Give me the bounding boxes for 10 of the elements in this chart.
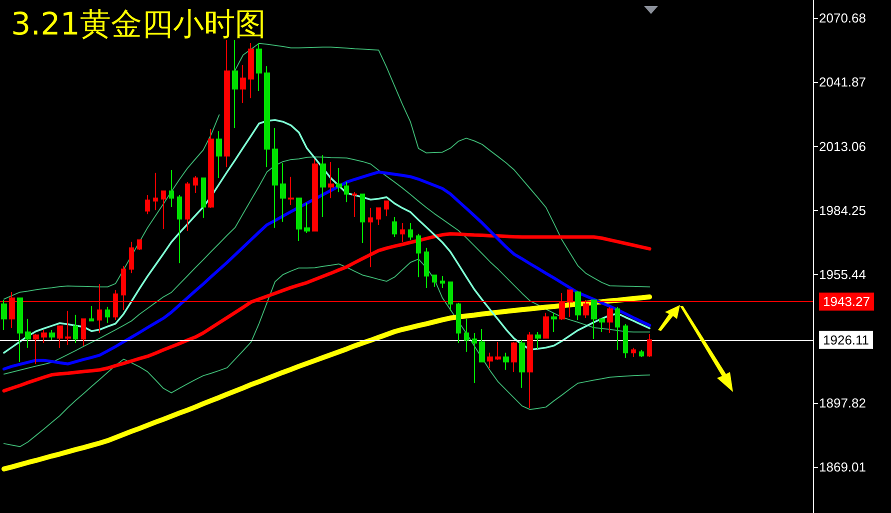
ref-line-label: 1926.11: [823, 332, 870, 348]
ref-line-label: 1943.27: [823, 294, 870, 310]
y-tick-label: 2013.06: [819, 138, 866, 154]
y-tick-label: 2070.68: [819, 10, 866, 26]
chart-title: 3.21黄金四小时图: [11, 6, 266, 42]
y-tick-label: 1869.01: [819, 459, 866, 474]
y-tick-label: 1955.44: [819, 267, 866, 282]
y-tick-label: 2041.87: [819, 74, 866, 90]
y-tick-label: 1984.25: [819, 202, 866, 218]
y-tick-label: 1897.82: [819, 395, 866, 410]
